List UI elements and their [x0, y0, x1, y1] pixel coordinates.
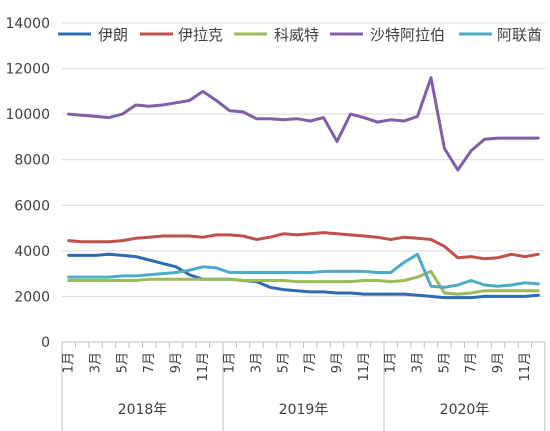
series-line [67, 231, 540, 261]
series-line [67, 269, 540, 296]
x-tick-label: 7月 [464, 352, 479, 373]
series-lines [67, 76, 540, 300]
x-tick-label: 5月 [276, 352, 291, 373]
y-tick-label: 8000 [14, 153, 50, 169]
gridlines [62, 22, 545, 297]
x-tick-label: 3月 [89, 352, 104, 373]
series-line [67, 252, 540, 300]
x-group-label: 2020年 [440, 402, 490, 418]
x-tick-label: 1月 [62, 352, 77, 373]
x-tick-label: 7月 [142, 352, 157, 373]
series-line [67, 252, 540, 289]
y-tick-label: 0 [41, 335, 50, 351]
axes [61, 341, 546, 431]
y-tick-label: 4000 [14, 244, 50, 260]
legend-label: 伊拉克 [178, 26, 223, 44]
x-tick-label: 9月 [330, 352, 345, 373]
x-tick-label: 11月 [518, 352, 533, 382]
x-axis-tick-labels: 1月 3月 5月 7月 9月 11月 1月 3月 5月 7月 9月 11月 1月 3月 5月 7月 9月 11月 2… [62, 352, 533, 418]
y-tick-label: 6000 [14, 198, 50, 214]
x-tick-label: 5月 [437, 352, 452, 373]
x-tick-label: 9月 [491, 352, 506, 373]
x-tick-label: 1月 [223, 352, 238, 373]
legend-label: 沙特阿拉伯 [370, 26, 445, 44]
x-group-label: 2019年 [279, 402, 329, 418]
x-tick-label: 7月 [303, 352, 318, 373]
x-tick-label: 3月 [411, 352, 426, 373]
x-group-label: 2018年 [118, 402, 168, 418]
legend-label: 伊朗 [98, 26, 128, 44]
y-tick-label: 14000 [5, 16, 50, 32]
x-tick-label: 1月 [384, 352, 399, 373]
y-tick-label: 12000 [5, 62, 50, 78]
y-tick-label: 2000 [14, 289, 50, 305]
x-tick-label: 3月 [250, 352, 265, 373]
y-tick-label: 10000 [5, 107, 50, 123]
x-tick-label: 5月 [115, 352, 130, 373]
x-tick-label: 11月 [357, 352, 372, 382]
series-line [67, 76, 540, 172]
y-axis-tick-labels: 0 2000 4000 6000 8000 10000 12000 14000 [5, 16, 50, 351]
legend-label: 科威特 [274, 26, 319, 44]
legend-label: 阿联酋 [497, 26, 542, 44]
x-tick-label: 9月 [169, 352, 184, 373]
legend: 伊朗 伊拉克 科威特 沙特阿拉伯 阿联酋 [58, 26, 542, 44]
x-tick-label: 11月 [196, 352, 211, 382]
